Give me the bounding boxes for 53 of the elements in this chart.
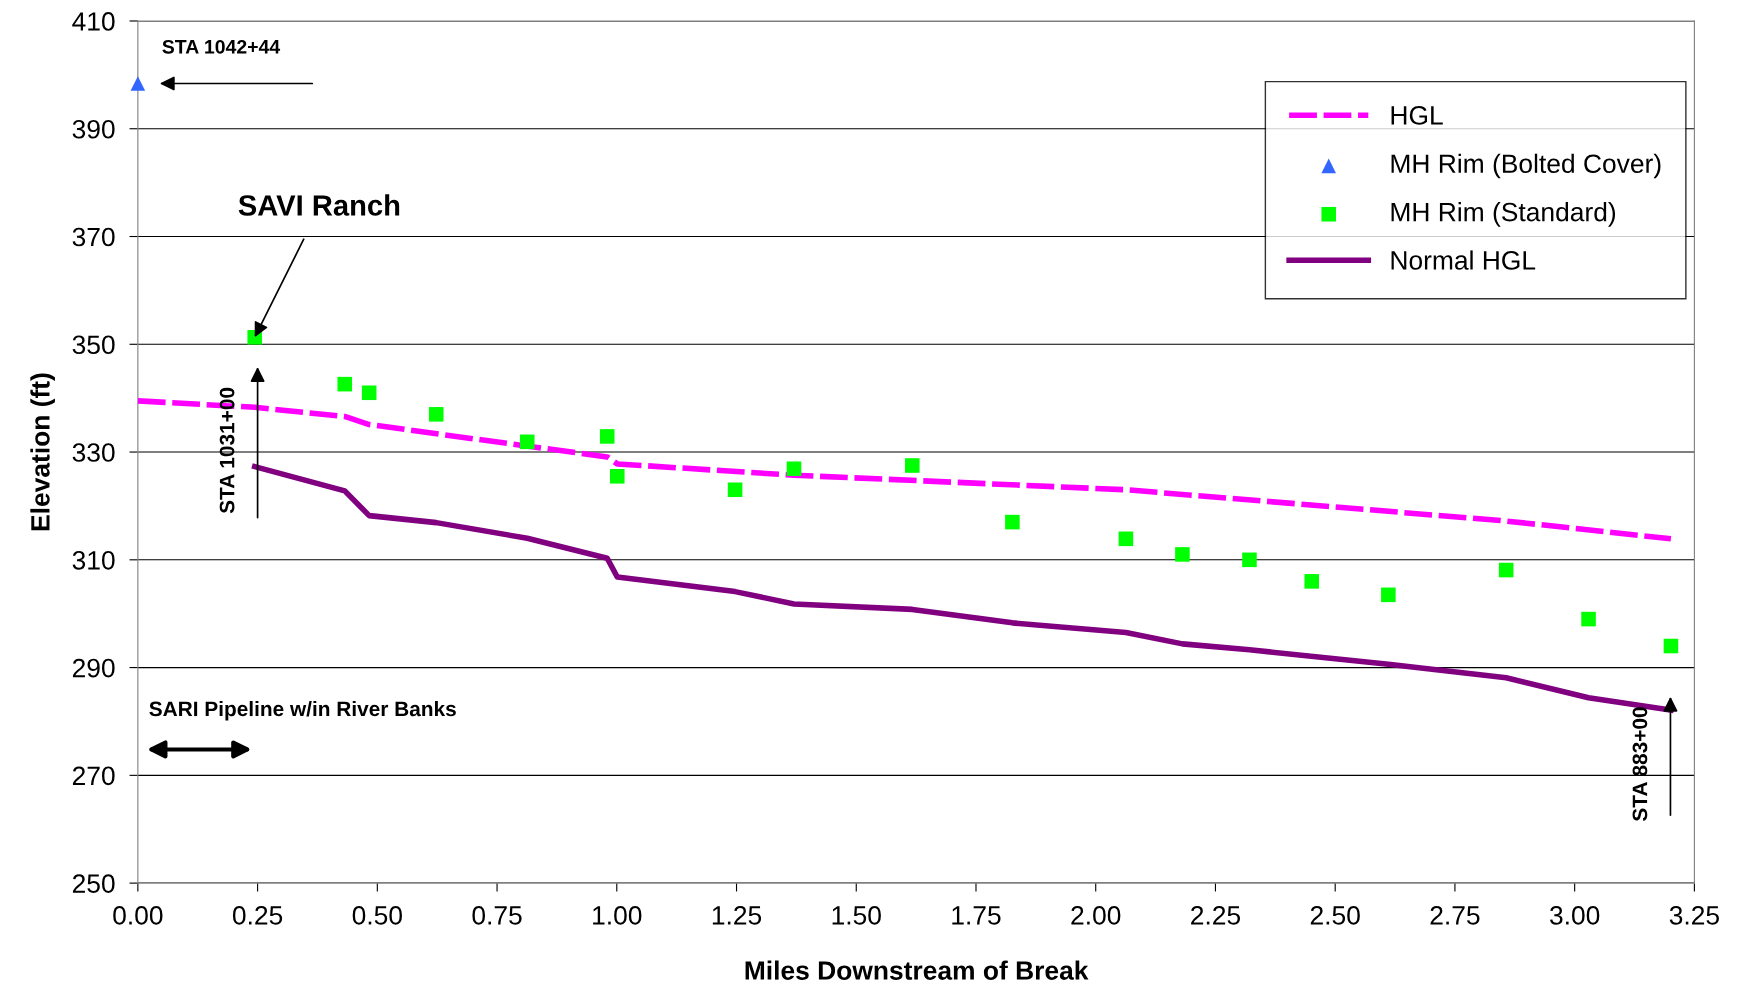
point (1118, 531, 1134, 547)
point (130, 76, 146, 91)
y-tick-label: 250 (72, 874, 115, 893)
x-tick-label: 1.50 (832, 906, 881, 925)
annotation: STA 1042+44 (162, 39, 281, 54)
x-tick-label: 3.00 (1549, 906, 1600, 925)
point (599, 429, 615, 444)
point (337, 376, 353, 392)
legend-label: MH Rim (Standard) (1391, 202, 1616, 227)
y-tick-label: 370 (72, 227, 115, 247)
point (1304, 574, 1320, 589)
point (786, 461, 802, 477)
x-tick-label: 1.25 (712, 906, 762, 925)
x-tick-label: 2.75 (1430, 906, 1480, 925)
point (905, 458, 920, 473)
point (1175, 547, 1190, 562)
x-tick-label: 1.75 (952, 906, 1001, 925)
point (1498, 562, 1514, 578)
legend-label: MH Rim (Bolted Cover) (1391, 153, 1661, 179)
x-tick-label: 2.25 (1191, 906, 1241, 925)
point (609, 469, 625, 484)
y-tick-label: 330 (72, 443, 115, 462)
point (361, 385, 377, 401)
x-axis-title: Miles Downstream of Break (745, 960, 1089, 980)
point (1381, 587, 1396, 603)
x-tick-label: 3.25 (1669, 906, 1719, 925)
legend-label: Normal HGL (1391, 250, 1536, 270)
y-tick-label: 290 (72, 658, 115, 678)
annotation: STA 883+00 (1632, 707, 1648, 822)
x-tick-label: 1.00 (593, 906, 642, 925)
x-tick-label: 0.00 (113, 906, 163, 925)
annotation: SARI Pipeline w/in River Banks (149, 700, 456, 721)
x-tick-label: 0.25 (232, 906, 283, 925)
x-tick-label: 0.75 (472, 906, 522, 925)
y-tick-label: 390 (72, 119, 115, 139)
x-tick-label: 2.00 (1071, 906, 1121, 925)
x-tick-label: 0.50 (352, 906, 402, 925)
legend-label: HGL (1391, 106, 1443, 125)
point (1242, 552, 1257, 568)
point (727, 482, 743, 498)
x-tick-label: 2.50 (1310, 906, 1360, 925)
annotation: SAVI Ranch (238, 194, 400, 216)
point (428, 407, 444, 422)
y-tick-label: 350 (72, 335, 115, 355)
point (1581, 611, 1596, 627)
y-tick-label: 310 (72, 550, 115, 570)
point (1005, 514, 1020, 530)
annotation: STA 1031+00 (219, 387, 235, 514)
y-tick-label: 410 (72, 12, 115, 31)
y-tick-label: 270 (72, 766, 115, 786)
point (1663, 638, 1679, 654)
point (519, 434, 535, 450)
y-axis-title: Elevation (ft) (30, 373, 55, 531)
